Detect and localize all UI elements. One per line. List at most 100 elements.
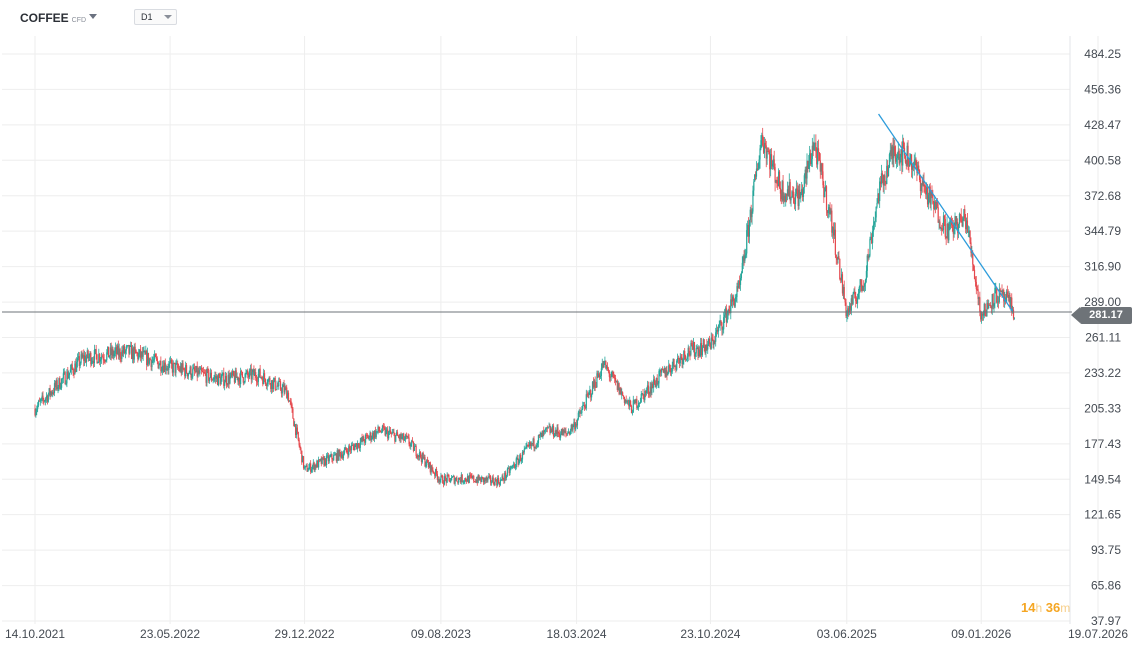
candle: [118, 343, 120, 360]
candle-body: [447, 475, 449, 476]
candle: [393, 428, 395, 437]
candle: [569, 428, 571, 436]
candle-body: [765, 145, 767, 159]
candle: [238, 377, 240, 386]
candle: [355, 442, 357, 448]
candle-body: [893, 146, 895, 159]
candle-body: [806, 160, 808, 179]
candle-body: [317, 460, 319, 468]
candle: [762, 127, 764, 147]
candle-body: [991, 294, 993, 309]
candle: [421, 452, 423, 464]
candle: [649, 381, 651, 397]
candle: [687, 344, 689, 362]
candle-body: [608, 371, 610, 377]
current-price-label: 281.17: [1080, 307, 1132, 324]
candle: [108, 355, 111, 359]
candle-body: [514, 467, 516, 468]
candle: [856, 296, 858, 304]
candle: [228, 369, 230, 389]
candle-body: [445, 478, 447, 483]
timeframe-select[interactable]: D1: [134, 9, 177, 25]
candle: [948, 221, 950, 244]
candle-body: [687, 347, 689, 357]
y-tick-label: 372.68: [1084, 189, 1121, 203]
candle-body: [278, 380, 280, 387]
candle-body: [659, 370, 661, 372]
candle: [992, 292, 994, 310]
candle-body: [275, 389, 277, 391]
y-tick-label: 484.25: [1084, 47, 1121, 61]
candle: [455, 477, 457, 482]
candle-body: [122, 350, 124, 354]
candle: [457, 481, 459, 485]
candle: [707, 340, 709, 354]
candle-body: [569, 430, 571, 435]
candle: [284, 383, 286, 395]
candle-body: [521, 459, 523, 462]
candle-body: [937, 207, 939, 223]
candle-body: [358, 446, 361, 448]
chevron-down-icon[interactable]: [89, 14, 97, 19]
candle-body: [319, 459, 322, 460]
candle-body: [333, 454, 335, 461]
candle: [93, 344, 95, 367]
candle-body: [259, 368, 261, 378]
candle-body: [880, 173, 883, 184]
candle: [185, 362, 188, 374]
candle: [960, 208, 962, 223]
candle-body: [83, 354, 85, 361]
candle: [1012, 307, 1015, 321]
candle-body: [57, 386, 59, 389]
candle-body: [866, 255, 868, 271]
candle-body: [192, 368, 194, 377]
candle-body: [876, 202, 878, 207]
candle: [259, 364, 261, 378]
candle: [356, 443, 358, 450]
candle-body: [299, 445, 301, 449]
candle-body: [314, 464, 316, 471]
candle: [766, 147, 768, 165]
candle: [248, 368, 251, 380]
candle-body: [858, 286, 860, 294]
candle: [843, 280, 845, 300]
candle-body: [756, 168, 758, 171]
candle: [165, 364, 167, 375]
candle-body: [409, 444, 411, 447]
candle: [879, 177, 881, 208]
candle-body: [136, 353, 138, 354]
candle-body: [360, 437, 362, 442]
candle: [498, 481, 501, 488]
candle-body: [70, 364, 72, 370]
candle-body: [302, 456, 304, 463]
candle: [164, 358, 166, 375]
candle: [322, 454, 324, 461]
candle-body: [498, 482, 501, 485]
candle-body: [106, 352, 108, 360]
candle-body: [897, 150, 899, 156]
candle-body: [62, 373, 64, 379]
candle-body: [973, 264, 975, 270]
symbol-selector[interactable]: COFFEE CFD: [20, 11, 86, 25]
candle-body: [539, 434, 541, 436]
candle: [294, 421, 296, 428]
candle-body: [1013, 317, 1016, 319]
candle-body: [713, 341, 715, 345]
candle: [104, 359, 106, 365]
candle: [973, 265, 976, 280]
candle: [963, 208, 965, 221]
candle-body: [600, 368, 602, 377]
candle-body: [576, 419, 579, 426]
candle-body: [694, 353, 696, 357]
candle: [962, 216, 964, 228]
candle-body: [41, 395, 43, 399]
candle-body: [527, 444, 529, 446]
candle-body: [146, 352, 149, 365]
candle: [226, 382, 228, 387]
candle-body: [321, 457, 323, 464]
candle-body: [297, 431, 299, 440]
candle-body: [383, 427, 385, 429]
candle-body: [870, 236, 872, 239]
candle: [305, 463, 307, 468]
